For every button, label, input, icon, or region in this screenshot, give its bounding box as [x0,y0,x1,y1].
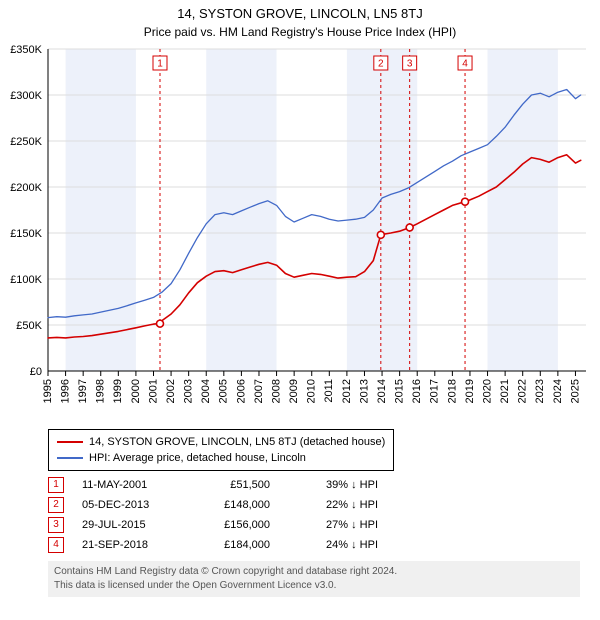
marker-price-2: £148,000 [200,495,270,515]
chart: £0 £50K £100K £150K £200K £250K £300K £350K 1995… [0,43,600,423]
svg-text:2011: 2011 [323,379,335,403]
marker-badge-3: 3 [48,517,64,533]
svg-text:1998: 1998 [95,379,107,403]
chart-svg: £0 £50K £100K £150K £200K £250K £300K £350K 1995… [0,43,600,423]
svg-text:2: 2 [378,59,384,70]
marker-pct-3: 27% ↓ HPI [288,515,378,535]
svg-text:4: 4 [462,59,468,70]
svg-text:2021: 2021 [499,379,511,403]
svg-text:2005: 2005 [218,379,230,403]
legend-row-property: 14, SYSTON GROVE, LINCOLN, LN5 8TJ (deta… [57,434,385,450]
svg-text:£100K: £100K [10,274,42,286]
svg-text:2008: 2008 [270,379,282,403]
legend-label-property: 14, SYSTON GROVE, LINCOLN, LN5 8TJ (deta… [89,434,385,450]
marker-badge-4: 4 [48,537,64,553]
svg-text:2018: 2018 [446,379,458,403]
svg-text:2012: 2012 [341,379,353,403]
svg-text:1997: 1997 [77,379,89,403]
svg-text:£300K: £300K [10,90,42,102]
svg-text:2015: 2015 [394,379,406,403]
marker-row-3: 3 29-JUL-2015 £156,000 27% ↓ HPI [48,515,580,535]
marker-pct-4: 24% ↓ HPI [288,535,378,555]
legend: 14, SYSTON GROVE, LINCOLN, LN5 8TJ (deta… [48,429,394,471]
svg-text:2020: 2020 [481,379,493,403]
svg-text:2006: 2006 [235,379,247,403]
svg-text:1: 1 [157,59,163,70]
svg-text:1999: 1999 [112,379,124,403]
svg-text:2024: 2024 [552,379,564,403]
marker-date-2: 05-DEC-2013 [82,495,182,515]
svg-text:£0: £0 [30,366,42,378]
marker-price-1: £51,500 [200,475,270,495]
svg-text:£250K: £250K [10,136,42,148]
marker-row-2: 2 05-DEC-2013 £148,000 22% ↓ HPI [48,495,580,515]
attribution-line1: Contains HM Land Registry data © Crown c… [54,565,574,579]
legend-swatch-hpi [57,457,83,459]
marker-badge-1: 1 [48,477,64,493]
svg-text:2002: 2002 [165,379,177,403]
attribution: Contains HM Land Registry data © Crown c… [48,561,580,597]
svg-text:2001: 2001 [147,379,159,403]
svg-text:2000: 2000 [130,379,142,403]
svg-text:1995: 1995 [42,379,54,403]
marker-pct-1: 39% ↓ HPI [288,475,378,495]
svg-text:£350K: £350K [10,44,42,56]
page-title: 14, SYSTON GROVE, LINCOLN, LN5 8TJ [0,0,600,21]
marker-table: 1 11-MAY-2001 £51,500 39% ↓ HPI 2 05-DEC… [48,475,580,555]
marker-pct-2: 22% ↓ HPI [288,495,378,515]
marker-price-3: £156,000 [200,515,270,535]
legend-label-hpi: HPI: Average price, detached house, Linc… [89,450,306,466]
marker-date-3: 29-JUL-2015 [82,515,182,535]
legend-swatch-property [57,441,83,443]
svg-text:2014: 2014 [376,379,388,403]
svg-text:£200K: £200K [10,182,42,194]
legend-row-hpi: HPI: Average price, detached house, Linc… [57,450,385,466]
marker-date-1: 11-MAY-2001 [82,475,182,495]
svg-text:2023: 2023 [534,379,546,403]
svg-text:2025: 2025 [569,379,581,403]
svg-text:2007: 2007 [253,379,265,403]
svg-text:2017: 2017 [429,379,441,403]
svg-text:2022: 2022 [517,379,529,403]
svg-text:2004: 2004 [200,379,212,403]
svg-text:2019: 2019 [464,379,476,403]
svg-text:£150K: £150K [10,228,42,240]
page-subtitle: Price paid vs. HM Land Registry's House … [0,21,600,43]
marker-badge-2: 2 [48,497,64,513]
svg-text:2003: 2003 [183,379,195,403]
svg-text:2013: 2013 [358,379,370,403]
svg-text:3: 3 [407,59,413,70]
marker-date-4: 21-SEP-2018 [82,535,182,555]
marker-row-4: 4 21-SEP-2018 £184,000 24% ↓ HPI [48,535,580,555]
page: 14, SYSTON GROVE, LINCOLN, LN5 8TJ Price… [0,0,600,620]
svg-text:1996: 1996 [59,379,71,403]
attribution-line2: This data is licensed under the Open Gov… [54,579,574,593]
svg-text:2016: 2016 [411,379,423,403]
svg-text:2010: 2010 [306,379,318,403]
marker-row-1: 1 11-MAY-2001 £51,500 39% ↓ HPI [48,475,580,495]
marker-price-4: £184,000 [200,535,270,555]
svg-text:£50K: £50K [16,320,42,332]
svg-text:2009: 2009 [288,379,300,403]
